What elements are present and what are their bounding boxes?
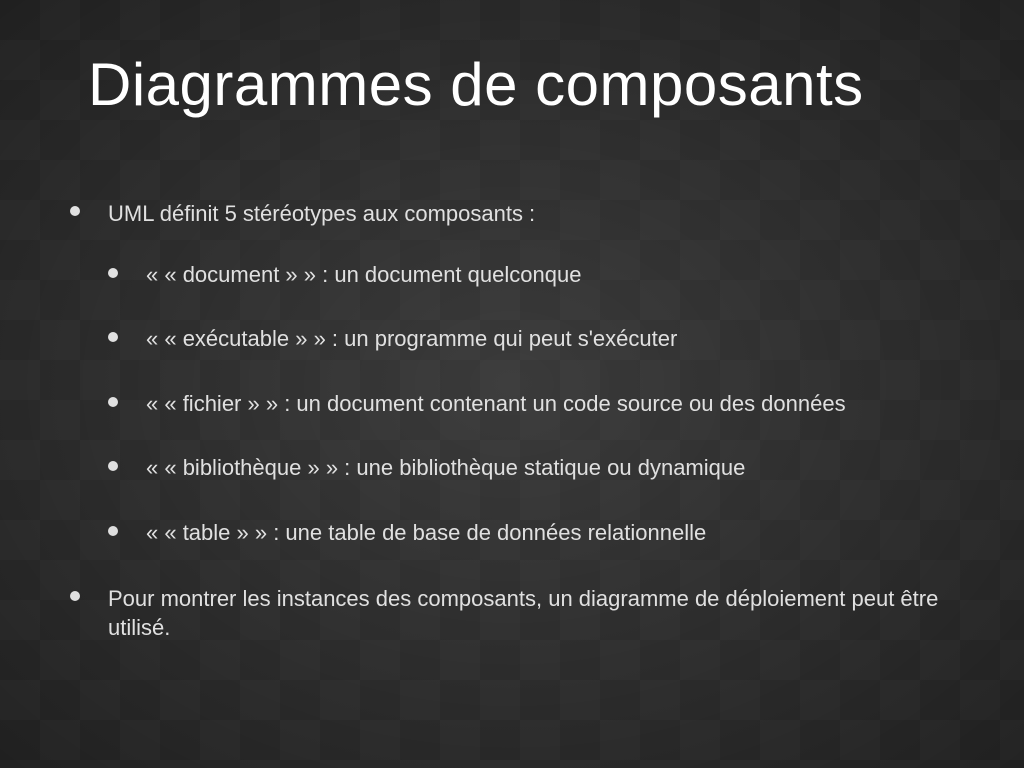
- list-item: « « exécutable » » : un programme qui pe…: [108, 325, 954, 354]
- list-item: « « fichier » » : un document contenant …: [108, 390, 954, 419]
- bullet-list: UML définit 5 stéréotypes aux composants…: [70, 199, 954, 643]
- list-item: « « table » » : une table de base de don…: [108, 519, 954, 548]
- slide: Diagrammes de composants UML définit 5 s…: [0, 0, 1024, 768]
- nested-bullet-list: « « document » » : un document quelconqu…: [108, 261, 954, 548]
- list-item-text: « « document » » : un document quelconqu…: [146, 262, 581, 287]
- list-item-text: UML définit 5 stéréotypes aux composants…: [108, 201, 535, 226]
- list-item: « « document » » : un document quelconqu…: [108, 261, 954, 290]
- slide-title: Diagrammes de composants: [88, 50, 954, 119]
- list-item-text: « « bibliothèque » » : une bibliothèque …: [146, 455, 745, 480]
- list-item: UML définit 5 stéréotypes aux composants…: [70, 199, 954, 548]
- list-item-text: Pour montrer les instances des composant…: [108, 586, 938, 641]
- list-item: « « bibliothèque » » : une bibliothèque …: [108, 454, 954, 483]
- list-item-text: « « exécutable » » : un programme qui pe…: [146, 326, 677, 351]
- list-item-text: « « fichier » » : un document contenant …: [146, 391, 846, 416]
- list-item: Pour montrer les instances des composant…: [70, 584, 954, 643]
- list-item-text: « « table » » : une table de base de don…: [146, 520, 706, 545]
